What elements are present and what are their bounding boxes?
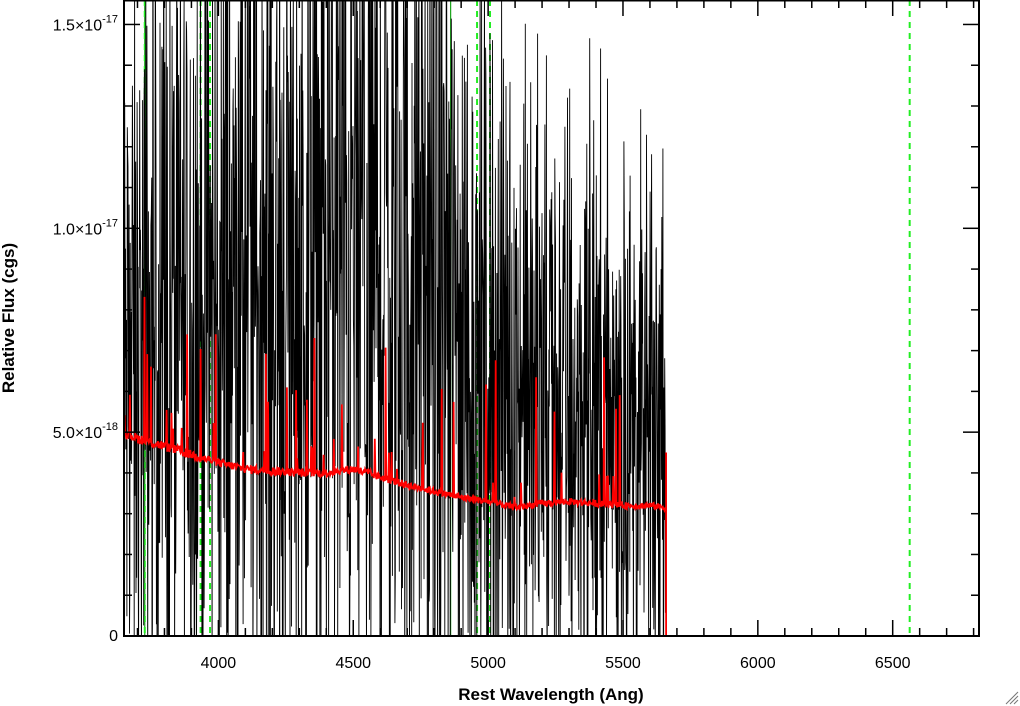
y-tick-label: 5.0×10-18 [53,421,118,442]
plot-border [123,0,980,637]
x-tick-label: 6500 [875,655,911,672]
y-axis-ticks: 0 5.0×10-18 1.0×10-17 1.5×10-17 [53,13,979,645]
y-tick-label: 0 [109,628,118,645]
series-observed-spectrum [124,0,667,636]
x-axis-label: Rest Wavelength (Ang) [458,685,643,704]
model-continuum-line [124,296,979,636]
y-axis-label: Relative Flux (cgs) [0,243,18,393]
y-tick-label: 1.0×10-17 [53,217,118,238]
y-tick-label: 1.5×10-17 [53,13,118,34]
plot-frame [123,0,980,637]
x-tick-label: 6000 [740,655,776,672]
x-tick-label: 5500 [605,655,641,672]
x-axis-ticks: 4000 4500 5000 5500 6000 6500 [136,0,975,672]
observed-spectrum-line [124,0,667,636]
plot-area [124,0,979,636]
x-tick-label: 4000 [201,655,237,672]
x-tick-label: 5000 [470,655,506,672]
x-tick-label: 4500 [335,655,371,672]
series-model-continuum [124,296,979,636]
resize-grip-icon[interactable] [1005,691,1019,705]
